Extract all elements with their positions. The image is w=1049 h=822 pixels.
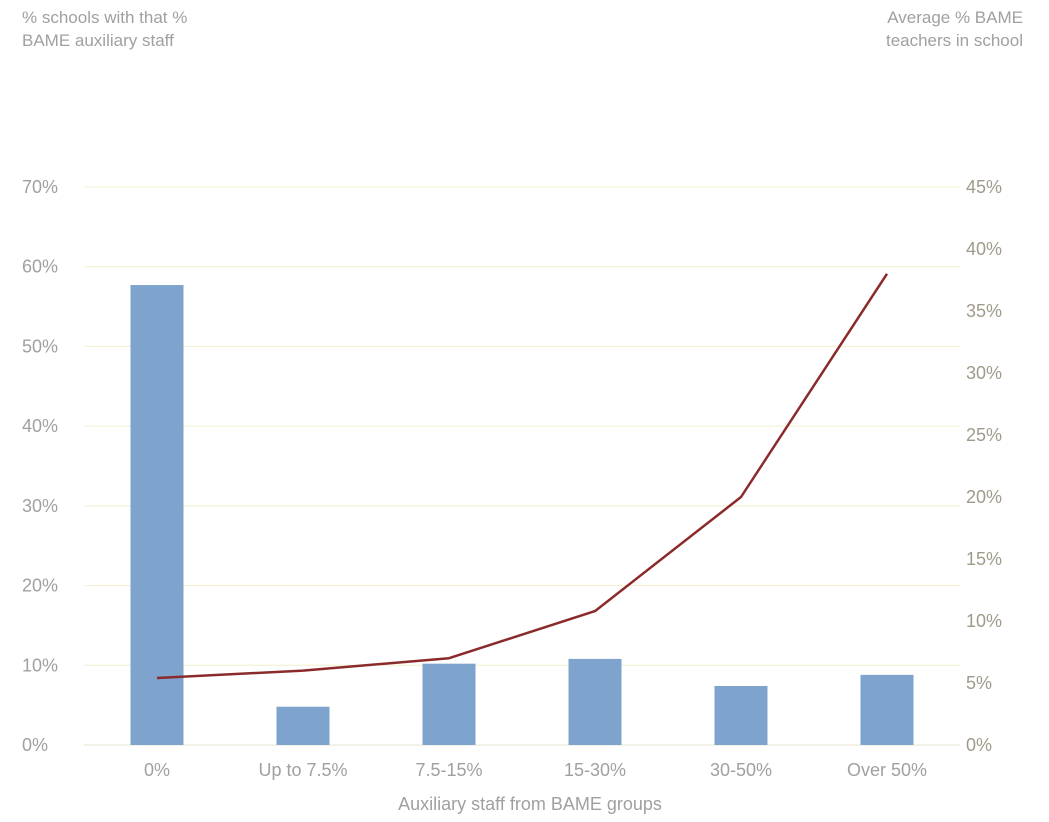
left-axis-title-line-1: % schools with that % [22, 8, 188, 27]
y-right-tick-label: 25% [966, 425, 1002, 445]
y-left-tick-label: 40% [22, 416, 58, 436]
x-tick-label: Over 50% [847, 760, 927, 780]
y-right-tick-label: 35% [966, 301, 1002, 321]
y-left-tick-label: 60% [22, 257, 58, 277]
y-left-tick-label: 20% [22, 576, 58, 596]
y-left-tick-label: 70% [22, 177, 58, 197]
bar [568, 658, 622, 745]
y-right-tick-label: 45% [966, 177, 1002, 197]
y-right-tick-label: 5% [966, 673, 992, 693]
y-right-tick-label: 40% [966, 239, 1002, 259]
bar [860, 674, 914, 745]
bar [422, 663, 476, 745]
right-axis-title-line-1: Average % BAME [887, 8, 1023, 27]
y-left-tick-label: 10% [22, 655, 58, 675]
bar [714, 686, 768, 745]
x-tick-label: 0% [144, 760, 170, 780]
y-right-tick-label: 20% [966, 487, 1002, 507]
left-axis-title: % schools with that % BAME auxiliary sta… [22, 6, 187, 52]
x-tick-label: 15-30% [564, 760, 626, 780]
y-right-tick-label: 15% [966, 549, 1002, 569]
y-left-tick-label: 30% [22, 496, 58, 516]
y-left-tick-label: 50% [22, 336, 58, 356]
line-series [156, 273, 889, 680]
y-left-tick-label: 0% [22, 735, 48, 755]
x-tick-label: 30-50% [710, 760, 772, 780]
y-right-tick-label: 0% [966, 735, 992, 755]
right-axis-title-line-2: teachers in school [885, 31, 1023, 50]
right-axis-title: Average % BAME teachers in school [886, 6, 1023, 52]
left-axis-title-line-2: BAME auxiliary staff [22, 31, 174, 50]
x-axis-title: Auxiliary staff from BAME groups [398, 794, 662, 814]
y-right-tick-label: 10% [966, 611, 1002, 631]
x-tick-label: 7.5-15% [415, 760, 482, 780]
bar [130, 285, 184, 745]
y-right-tick-label: 30% [966, 363, 1002, 383]
bar [276, 706, 330, 745]
x-tick-label: Up to 7.5% [258, 760, 347, 780]
